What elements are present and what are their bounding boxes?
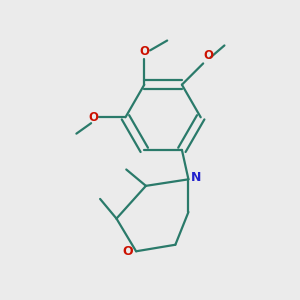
Text: O: O [122,245,133,258]
Text: N: N [191,171,201,184]
Text: O: O [88,111,98,124]
Text: O: O [139,44,149,58]
Text: O: O [204,50,214,62]
